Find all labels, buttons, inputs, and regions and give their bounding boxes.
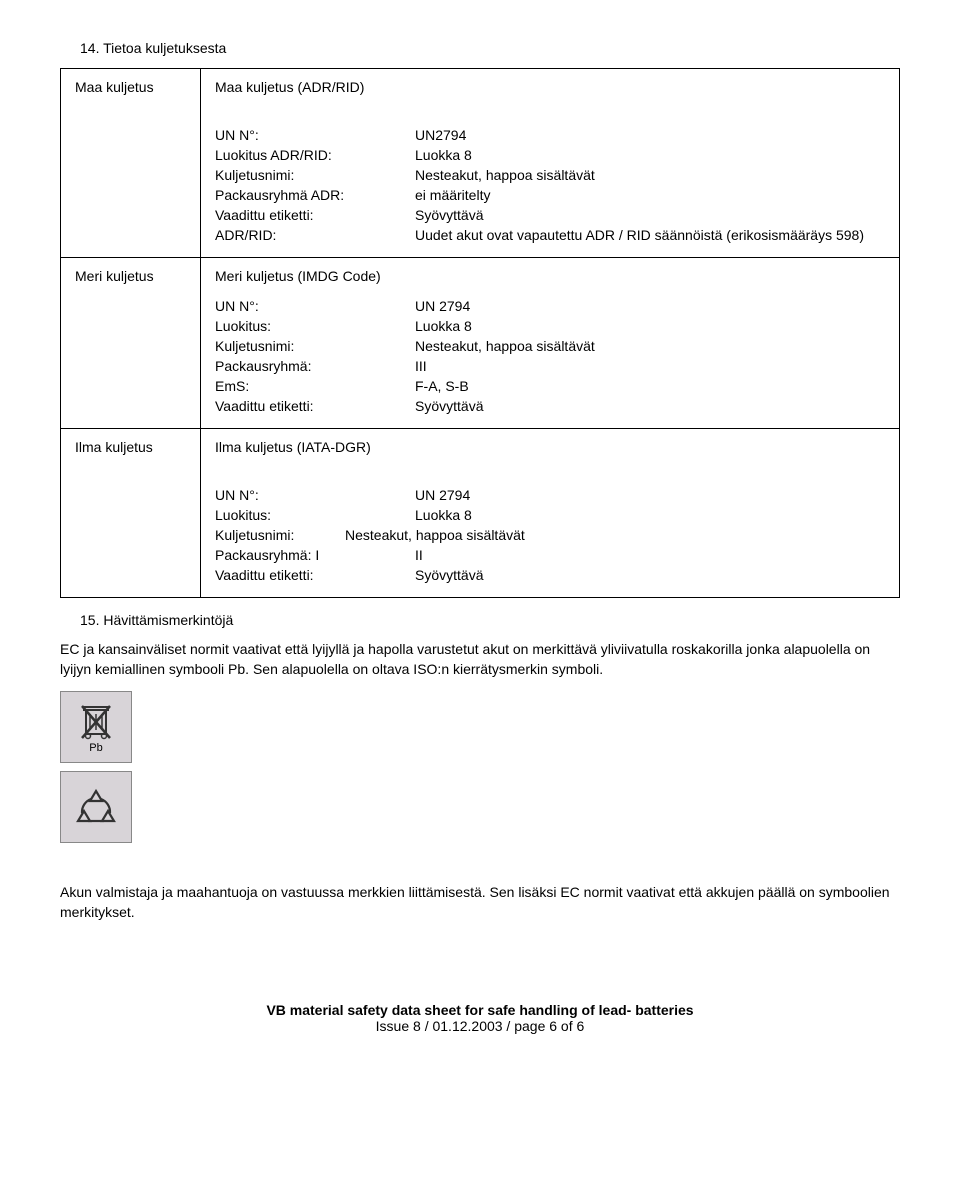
row1-left: Maa kuljetus xyxy=(61,69,201,258)
footer-issue: Issue 8 / 01.12.2003 / page 6 of 6 xyxy=(60,1018,900,1034)
heading-14: 14. Tietoa kuljetuksesta xyxy=(80,40,900,56)
crossed-bin-icon: Pb xyxy=(60,691,132,763)
para-1: EC ja kansainväliset normit vaativat ett… xyxy=(60,640,900,679)
r3-name-l: Kuljetusnimi: xyxy=(215,527,345,543)
footer: VB material safety data sheet for safe h… xyxy=(60,1002,900,1034)
pb-label: Pb xyxy=(89,742,102,754)
footer-page: 6 xyxy=(549,1018,557,1034)
r1-etik-l: Vaadittu etiketti: xyxy=(215,207,415,223)
heading-15: 15. Hävittämismerkintöjä xyxy=(80,612,900,628)
r2-ems-l: EmS: xyxy=(215,378,415,394)
footer-title: VB material safety data sheet for safe h… xyxy=(60,1002,900,1018)
r3-pack-v: II xyxy=(415,547,885,563)
r3-etik-v: Syövyttävä xyxy=(415,567,885,583)
r1-adr-l: ADR/RID: xyxy=(215,227,415,243)
r1-un-v: UN2794 xyxy=(415,127,885,143)
r1-un-l: UN N°: xyxy=(215,127,415,143)
r3-name-v: Nesteakut, happoa sisältävät xyxy=(345,527,885,543)
r2-name-v: Nesteakut, happoa sisältävät xyxy=(415,338,885,354)
r1-name-l: Kuljetusnimi: xyxy=(215,167,415,183)
para-2: Akun valmistaja ja maahantuoja on vastuu… xyxy=(60,883,900,922)
r3-class-l: Luokitus: xyxy=(215,507,415,523)
recycle-icon xyxy=(60,771,132,843)
row3-body: Ilma kuljetus (IATA-DGR) UN N°:UN 2794 L… xyxy=(201,429,900,598)
footer-total: 6 xyxy=(577,1018,585,1034)
row2-body: Meri kuljetus (IMDG Code) UN N°:UN 2794 … xyxy=(201,258,900,429)
r2-un-l: UN N°: xyxy=(215,298,415,314)
r2-ems-v: F-A, S-B xyxy=(415,378,885,394)
r1-class-v: Luokka 8 xyxy=(415,147,885,163)
r2-pack-l: Packausryhmä: xyxy=(215,358,415,374)
r2-etik-v: Syövyttävä xyxy=(415,398,885,414)
r2-class-l: Luokitus: xyxy=(215,318,415,334)
r1-adr-v: Uudet akut ovat vapautettu ADR / RID sää… xyxy=(415,227,885,243)
r3-etik-l: Vaadittu etiketti: xyxy=(215,567,415,583)
r3-un-l: UN N°: xyxy=(215,487,415,503)
row3-left: Ilma kuljetus xyxy=(61,429,201,598)
transport-table: Maa kuljetus Maa kuljetus (ADR/RID) UN N… xyxy=(60,68,900,598)
row1-body: Maa kuljetus (ADR/RID) UN N°:UN2794 Luok… xyxy=(201,69,900,258)
r2-name-l: Kuljetusnimi: xyxy=(215,338,415,354)
r1-class-l: Luokitus ADR/RID: xyxy=(215,147,415,163)
r2-etik-l: Vaadittu etiketti: xyxy=(215,398,415,414)
r1-pack-v: ei määritelty xyxy=(415,187,885,203)
r1-pack-l: Packausryhmä ADR: xyxy=(215,187,415,203)
r3-pack-l: Packausryhmä: I xyxy=(215,547,415,563)
r2-pack-v: III xyxy=(415,358,885,374)
footer-of: of xyxy=(557,1018,576,1034)
r3-class-v: Luokka 8 xyxy=(415,507,885,523)
r3-un-v: UN 2794 xyxy=(415,487,885,503)
r1-name-v: Nesteakut, happoa sisältävät xyxy=(415,167,885,183)
footer-issue-text: Issue 8 / 01.12.2003 / page xyxy=(376,1018,550,1034)
row2-subtitle: Meri kuljetus (IMDG Code) xyxy=(215,268,885,284)
row2-left: Meri kuljetus xyxy=(61,258,201,429)
r2-class-v: Luokka 8 xyxy=(415,318,885,334)
r1-etik-v: Syövyttävä xyxy=(415,207,885,223)
row3-subtitle: Ilma kuljetus (IATA-DGR) xyxy=(215,439,885,455)
row1-subtitle: Maa kuljetus (ADR/RID) xyxy=(215,79,885,95)
r2-un-v: UN 2794 xyxy=(415,298,885,314)
